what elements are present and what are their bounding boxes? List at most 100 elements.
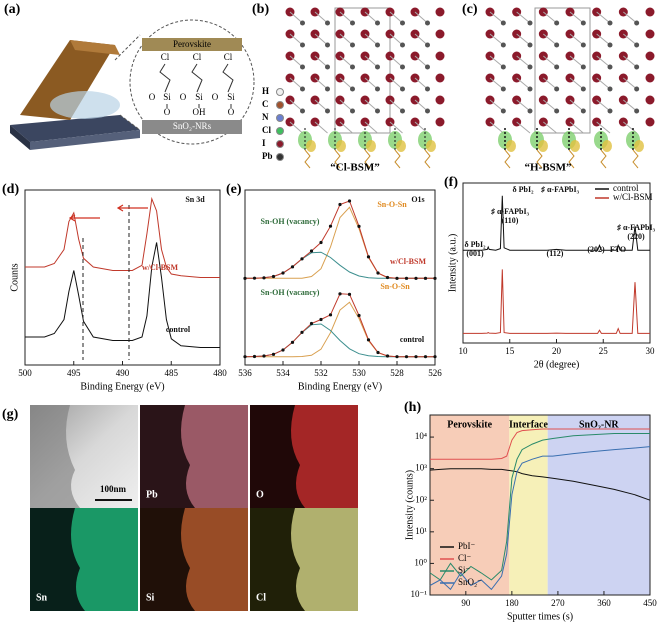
atom: [325, 42, 330, 48]
atom: [400, 42, 405, 48]
panel-label: (h): [404, 400, 421, 415]
series-line: [463, 269, 650, 334]
annotation: O1s: [411, 195, 424, 204]
map-label: Pb: [146, 489, 158, 500]
bond: [414, 55, 428, 68]
legend-label: H: [262, 86, 269, 96]
x-tick-label: 528: [390, 368, 404, 378]
crystal-structures: HCN Cl I Pb: [262, 7, 655, 169]
bond: [389, 121, 403, 134]
map-label: O: [256, 489, 264, 500]
charge-density: [396, 140, 406, 152]
plot-frame: [24, 189, 221, 366]
chem-label: Cl: [193, 52, 202, 62]
atom: [527, 86, 533, 92]
annotation: (202): [587, 245, 605, 254]
data-point: [271, 352, 276, 356]
atom: [425, 86, 430, 92]
atom: [375, 42, 380, 48]
eds-signal: [291, 405, 358, 508]
data-point: [262, 354, 266, 358]
data-point: [328, 313, 333, 317]
atom: [634, 20, 640, 26]
atom: [435, 51, 445, 61]
atom: [500, 42, 506, 48]
data-point: [300, 330, 304, 334]
plot-frame: [429, 414, 651, 596]
atom: [527, 64, 533, 70]
atom: [350, 64, 355, 70]
chart: (f) 10 15 20 25 30 2θ (degree) Intensity (a.u.)…: [444, 175, 656, 370]
charge-density: [306, 140, 316, 152]
cell-frame: [334, 7, 391, 134]
atom: [500, 20, 506, 26]
region-label: Interface: [509, 419, 548, 430]
bond: [489, 55, 504, 68]
legend-label: PbI⁻: [458, 541, 476, 551]
region: [547, 415, 650, 595]
bond: [314, 11, 328, 24]
atom: [350, 86, 355, 92]
atom: [554, 108, 560, 114]
data-point: [404, 355, 409, 359]
substrate: [10, 115, 140, 142]
series-line: [245, 301, 435, 358]
atom: [425, 108, 430, 114]
map-label: Sn: [36, 592, 48, 603]
y-tick-label: 10³: [415, 463, 427, 473]
bond: [489, 33, 504, 46]
annotation: (112): [547, 249, 564, 258]
legend-label: N: [262, 112, 269, 122]
bond: [389, 99, 403, 112]
liquid: [50, 91, 120, 119]
data-point: [319, 240, 323, 245]
x-tick-label: 532: [314, 368, 328, 378]
panel-a: (a) Perovskite SnO₂-NRs Cl Cl Cl O Si O Si O Si O…: [4, 2, 255, 150]
y-tick-label: 10²: [415, 494, 427, 504]
series-line: [429, 446, 651, 591]
annotation: (001): [466, 249, 484, 258]
x-tick-label: 450: [643, 598, 657, 608]
series-line: [25, 242, 220, 348]
substrate-side: [10, 125, 30, 150]
legend-atom: [276, 140, 284, 148]
atom: [325, 86, 330, 92]
bond: [414, 33, 428, 46]
region: [509, 415, 548, 595]
region-label: SnO₂-NR: [579, 419, 619, 430]
bond: [516, 99, 531, 112]
molecule: [536, 149, 543, 169]
atom: [400, 64, 405, 70]
atom: [300, 108, 305, 114]
atom: [375, 86, 380, 92]
perovskite-edge: [70, 40, 120, 55]
bond: [543, 55, 557, 68]
annotation: δ PbI₂: [465, 240, 487, 249]
atom: [645, 117, 655, 127]
data-point: [338, 202, 342, 207]
shift-arrow: [116, 204, 148, 212]
band-label: SnO₂-NRs: [173, 121, 212, 131]
y-tick-label: 10¹: [415, 526, 427, 536]
atom: [325, 20, 330, 26]
atom: [607, 86, 613, 92]
annotation: (110): [502, 216, 519, 225]
charge-density: [570, 140, 580, 152]
x-tick-label: 360: [597, 598, 611, 608]
annotation: Sn 3d: [185, 195, 205, 204]
molecule: [334, 149, 341, 169]
atom: [580, 42, 586, 48]
data-point: [385, 275, 390, 280]
legend-label: C: [262, 99, 269, 109]
x-tick-label: 25: [599, 346, 609, 356]
atom: [300, 42, 305, 48]
data-point: [328, 224, 333, 228]
annotation: Sn-O-Sn: [380, 282, 410, 291]
legend-atom: [276, 114, 284, 122]
molecule: [504, 149, 511, 169]
series-line: [430, 428, 650, 460]
chem-label: O: [180, 92, 187, 102]
map-label: Cl: [256, 592, 266, 603]
bond: [596, 11, 611, 24]
